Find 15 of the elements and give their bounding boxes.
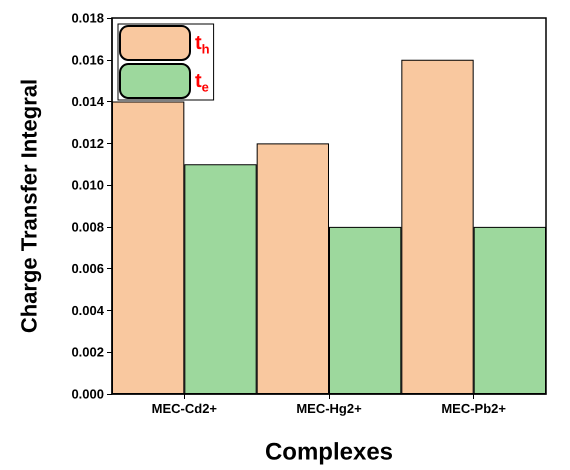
y-axis-title: Charge Transfer Integral (16, 78, 42, 334)
y-tick-label: 0.002 (71, 344, 104, 360)
y-tick-label: 0.008 (71, 219, 104, 234)
y-tick-label: 0.006 (71, 261, 104, 276)
y-tick-label: 0.014 (71, 94, 105, 110)
y-tick-label: 0.000 (71, 386, 104, 402)
x-tick-label: MEC-Pb2+ (441, 401, 506, 416)
y-tick-label: 0.010 (71, 178, 104, 193)
x-tick-label: MEC-Hg2+ (296, 401, 362, 416)
y-tick-label: 0.018 (71, 10, 104, 26)
x-tick-label: MEC-Cd2+ (152, 401, 218, 416)
y-tick-label: 0.004 (71, 302, 105, 318)
y-tick-label: 0.012 (71, 136, 104, 151)
x-axis-title: Complexes (264, 438, 394, 466)
y-tick-label: 0.016 (71, 52, 104, 68)
